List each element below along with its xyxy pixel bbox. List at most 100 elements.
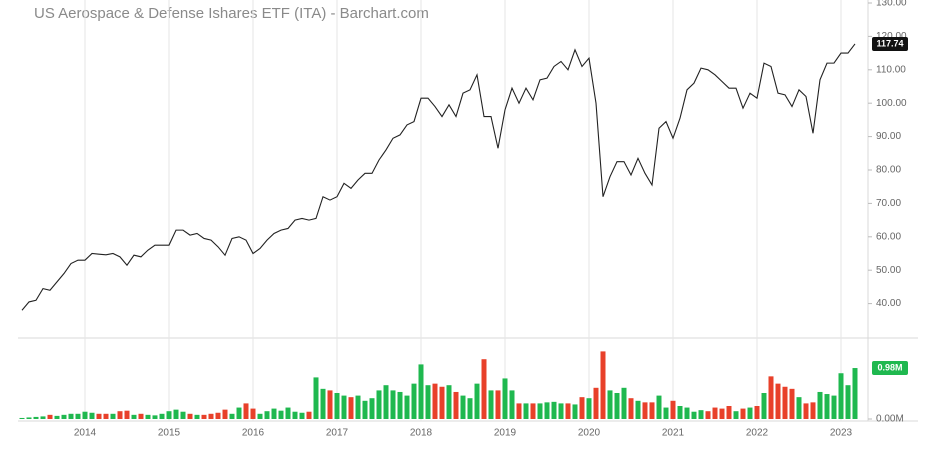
volume-bar <box>82 411 88 419</box>
volume-bar <box>110 413 116 419</box>
volume-bar <box>726 406 732 419</box>
volume-bar <box>96 413 102 419</box>
volume-bar <box>75 413 81 419</box>
volume-bar <box>789 388 795 419</box>
volume-bar <box>614 393 620 419</box>
volume-bar <box>439 386 445 419</box>
x-tick-label: 2022 <box>746 428 769 439</box>
volume-bar <box>166 411 172 419</box>
volume-bar <box>131 414 137 419</box>
volume-bar <box>474 383 480 419</box>
chart-title: US Aerospace & Defense Ishares ETF (ITA)… <box>34 5 429 22</box>
volume-bar <box>705 411 711 419</box>
volume-bar <box>670 400 676 419</box>
x-tick-label: 2017 <box>326 428 349 439</box>
volume-bar <box>362 400 368 419</box>
volume-bar <box>306 411 312 419</box>
volume-bar <box>628 398 634 419</box>
volume-bar <box>677 406 683 419</box>
volume-bar <box>369 398 375 419</box>
x-tick-label: 2020 <box>578 428 601 439</box>
volume-bar <box>68 413 74 419</box>
volume-bar <box>579 397 585 419</box>
volume-bar <box>278 410 284 419</box>
volume-bar <box>243 403 249 419</box>
volume-bar <box>593 387 599 419</box>
volume-bar <box>838 373 844 419</box>
volume-bar <box>502 378 508 419</box>
volume-bar <box>768 376 774 419</box>
x-tick-label: 2018 <box>410 428 433 439</box>
last-volume-box <box>872 361 908 376</box>
volume-bar <box>383 385 389 419</box>
volume-bar <box>803 403 809 419</box>
volume-bar <box>89 412 95 419</box>
y-tick-label: 90.00 <box>876 131 901 142</box>
volume-bar <box>544 402 550 419</box>
volume-bar <box>327 390 333 419</box>
volume-bar <box>26 417 32 419</box>
volume-bar <box>397 391 403 419</box>
volume-bar <box>733 411 739 419</box>
volume-bar <box>446 385 452 419</box>
volume-bar <box>117 411 123 419</box>
y-tick-label: 50.00 <box>876 265 901 276</box>
volume-bar <box>684 407 690 419</box>
volume-bar <box>537 403 543 419</box>
volume-bar <box>145 414 151 419</box>
volume-bar <box>453 391 459 419</box>
volume-bar <box>411 383 417 419</box>
volume-bar <box>159 413 165 419</box>
volume-bar <box>551 401 557 419</box>
volume-bar <box>40 416 46 419</box>
volume-bar <box>586 398 592 419</box>
volume-bar <box>208 413 214 419</box>
volume-bar <box>810 402 816 419</box>
y-tick-label: 110.00 <box>876 64 906 75</box>
volume-bar <box>509 390 515 419</box>
volume-bar <box>292 411 298 419</box>
last-price-box <box>872 36 908 51</box>
volume-bar <box>691 411 697 419</box>
volume-bar <box>222 409 228 419</box>
volume-bar <box>782 386 788 419</box>
x-tick-label: 2014 <box>74 428 97 439</box>
volume-bar <box>621 387 627 419</box>
volume-bar <box>796 397 802 419</box>
volume-bar <box>663 407 669 419</box>
volume-bar <box>817 391 823 419</box>
volume-bar <box>341 395 347 419</box>
y2-tick-label: 0.00M <box>876 414 904 425</box>
y-tick-label: 40.00 <box>876 298 901 309</box>
volume-bar <box>320 388 326 419</box>
volume-bar <box>754 406 760 419</box>
last-volume-label: 0.98M <box>877 362 902 372</box>
x-tick-label: 2023 <box>830 428 853 439</box>
volume-bar <box>565 403 571 419</box>
volume-bar <box>250 408 256 419</box>
y-tick-label: 70.00 <box>876 198 901 209</box>
volume-bar <box>649 402 655 419</box>
volume-bar <box>215 412 221 419</box>
volume-bar <box>334 393 340 419</box>
volume-bar <box>187 413 193 419</box>
volume-bar <box>299 412 305 419</box>
volume-bar <box>390 390 396 419</box>
volume-bar <box>425 385 431 419</box>
volume-bar <box>355 395 361 419</box>
x-tick-label: 2021 <box>662 428 685 439</box>
y-tick-label: 120.00 <box>876 31 907 42</box>
volume-bar <box>607 390 613 419</box>
volume-bar <box>558 403 564 419</box>
volume-bar <box>747 407 753 419</box>
volume-bar <box>229 413 235 419</box>
volume-bar <box>264 411 270 419</box>
volume-bar <box>642 402 648 419</box>
volume-bar <box>418 364 424 419</box>
volume-bar <box>719 408 725 419</box>
volume-bar <box>180 411 186 419</box>
x-tick-label: 2015 <box>158 428 181 439</box>
volume-bar <box>831 395 837 419</box>
last-price-label: 117.74 <box>876 38 903 48</box>
